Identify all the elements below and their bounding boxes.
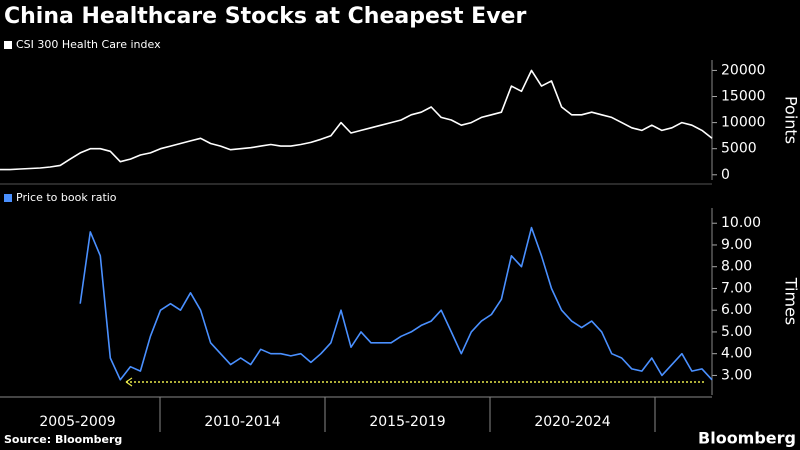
x-tick-label: 2010-2014 [204,414,280,430]
y-tick-label: 4.00 [721,346,752,362]
y-tick-label: 9.00 [721,237,752,253]
y-tick-label: 15000 [721,89,766,105]
y-tick-label: 7.00 [721,280,752,296]
x-tick-label: 2020-2024 [534,414,610,430]
y-tick-label: 20000 [721,62,766,78]
y-tick-label: 10000 [721,115,766,131]
chart-title: China Healthcare Stocks at Cheapest Ever [4,4,526,29]
y-axis-title: Points [782,96,800,144]
y-tick-label: 10.00 [721,215,761,231]
data-line [0,69,713,171]
x-tick-label: 2015-2019 [369,414,445,430]
source: Source: Bloomberg [4,433,122,446]
data-line [79,226,713,381]
y-tick-label: 5.00 [721,324,752,340]
y-axis-title: Times [782,277,800,326]
legend-swatch [4,41,12,49]
legend-label: Price to book ratio [16,191,117,204]
y-tick-label: 0 [721,167,730,183]
reference-arrow [125,377,133,387]
legend-swatch [4,194,12,202]
y-tick-label: 6.00 [721,302,752,318]
y-tick-label: 8.00 [721,259,752,275]
x-tick-label: 2005-2009 [39,414,115,430]
y-tick-label: 3.00 [721,367,752,383]
brand: Bloomberg [698,429,796,448]
legend-label: CSI 300 Health Care index [16,38,161,51]
y-tick-label: 5000 [721,141,757,157]
